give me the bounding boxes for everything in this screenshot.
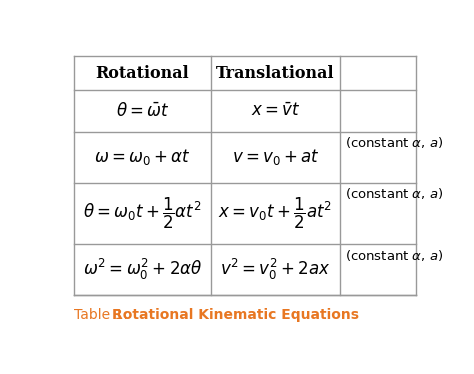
Text: (constant $\alpha$, $a$): (constant $\alpha$, $a$): [345, 248, 443, 263]
Text: Table 1:: Table 1:: [74, 309, 132, 322]
Text: $\omega^2 = \omega_0^{2} + 2\alpha\theta$: $\omega^2 = \omega_0^{2} + 2\alpha\theta…: [82, 257, 202, 282]
Text: $x = \bar{v}t$: $x = \bar{v}t$: [251, 102, 301, 120]
Text: $\omega = \omega_0 + \alpha t$: $\omega = \omega_0 + \alpha t$: [94, 147, 191, 167]
Text: Rotational Kinematic Equations: Rotational Kinematic Equations: [112, 309, 359, 322]
Text: Translational: Translational: [216, 65, 335, 82]
Text: $\theta = \omega_0 t + \dfrac{1}{2}\alpha t^2$: $\theta = \omega_0 t + \dfrac{1}{2}\alph…: [83, 196, 202, 231]
Text: Rotational: Rotational: [95, 65, 189, 82]
Text: $v^2 = v_0^{2} + 2ax$: $v^2 = v_0^{2} + 2ax$: [220, 257, 331, 282]
Text: $\theta = \bar{\omega}t$: $\theta = \bar{\omega}t$: [116, 102, 169, 120]
Text: $v = v_0 + at$: $v = v_0 + at$: [232, 147, 319, 167]
Text: (constant $\alpha$, $a$): (constant $\alpha$, $a$): [345, 186, 443, 201]
Text: (constant $\alpha$, $a$): (constant $\alpha$, $a$): [345, 135, 443, 150]
Text: $x = v_0 t + \dfrac{1}{2}at^2$: $x = v_0 t + \dfrac{1}{2}at^2$: [219, 196, 333, 231]
